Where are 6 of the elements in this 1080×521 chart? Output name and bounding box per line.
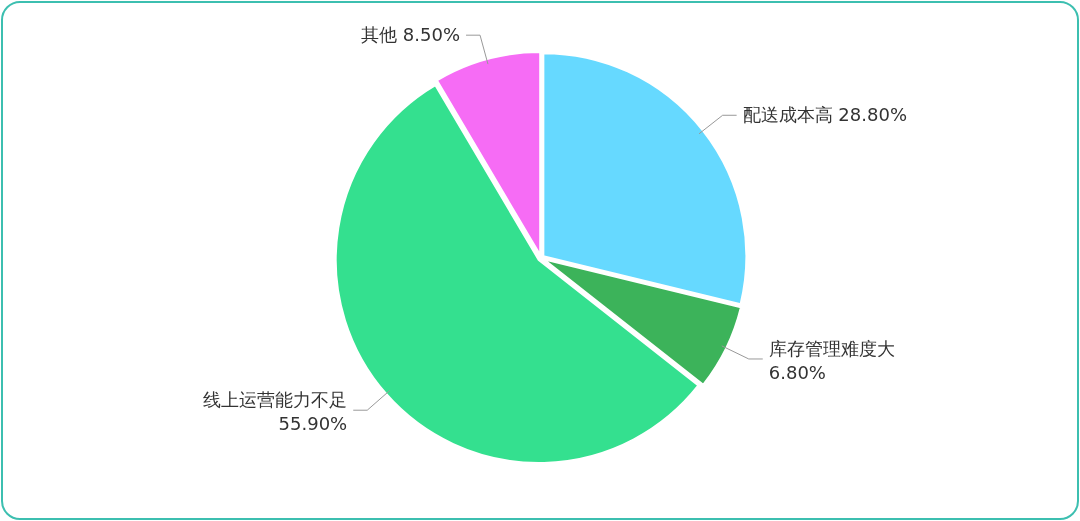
slice-label: 配送成本高 28.80% [742,104,907,126]
data-label: 6.80% [768,361,826,383]
data-label: 55.90% [278,413,348,435]
slice-label: 其他 8.50% [361,24,461,46]
slice-label: 库存管理难度大 [768,337,895,359]
slice-label: 线上运营能力不足 [203,389,348,411]
